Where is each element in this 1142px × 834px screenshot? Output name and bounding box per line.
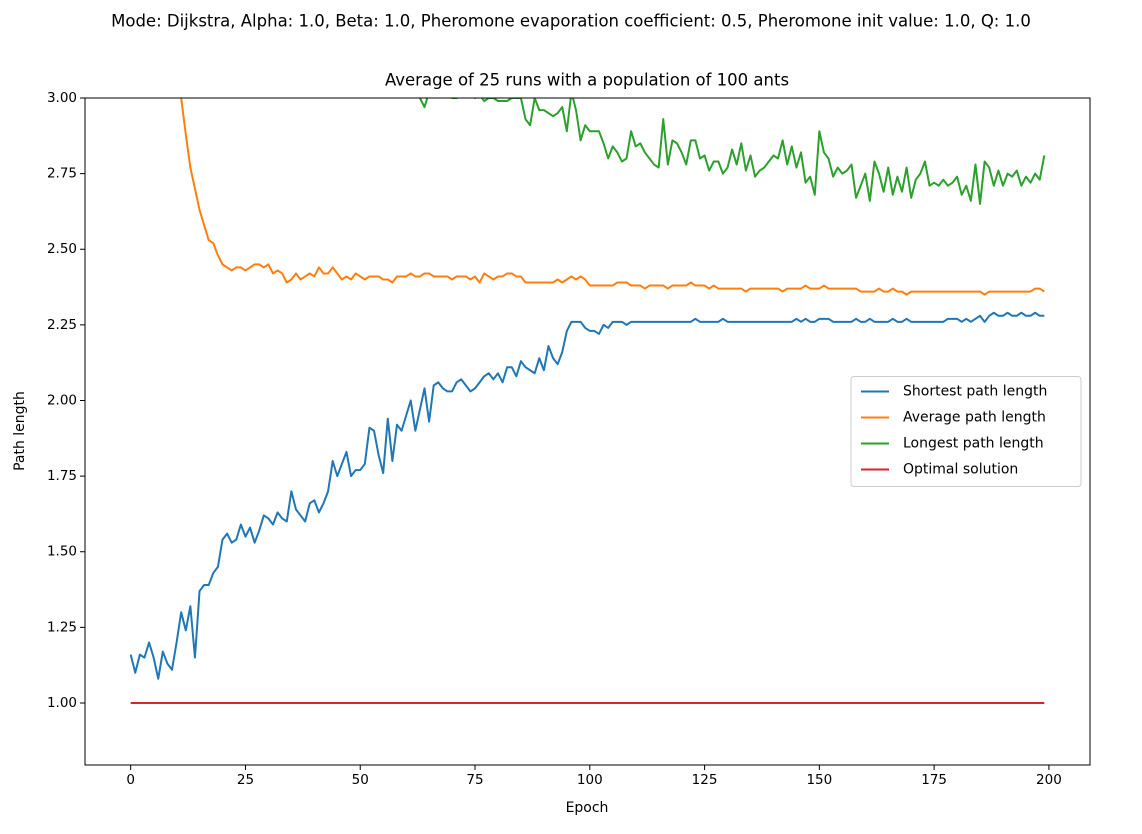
legend-label: Optimal solution <box>903 462 1018 478</box>
x-tick-label: 100 <box>577 772 603 788</box>
x-tick-label: 25 <box>237 772 254 788</box>
series-line <box>418 98 1046 205</box>
y-tick-label: 2.50 <box>47 241 77 257</box>
series-line <box>180 98 1045 296</box>
x-axis-label: Epoch <box>566 800 609 816</box>
y-tick-label: 1.00 <box>47 695 77 711</box>
x-tick-label: 175 <box>921 772 947 788</box>
y-tick-label: 1.25 <box>47 619 77 635</box>
chart-title: Average of 25 runs with a population of … <box>385 71 789 90</box>
y-tick-label: 2.00 <box>47 392 77 408</box>
x-tick-label: 150 <box>806 772 832 788</box>
x-tick-label: 200 <box>1036 772 1062 788</box>
y-tick-label: 3.00 <box>47 90 77 106</box>
legend-label: Longest path length <box>903 436 1044 452</box>
x-tick-label: 50 <box>352 772 369 788</box>
y-tick-label: 1.50 <box>47 544 77 560</box>
x-tick-label: 0 <box>126 772 135 788</box>
legend-label: Shortest path length <box>903 384 1047 400</box>
x-tick-label: 125 <box>692 772 718 788</box>
plot-area <box>129 98 1046 704</box>
legend-box <box>850 376 1082 487</box>
x-tick-label: 75 <box>466 772 483 788</box>
y-axis-label: Path length <box>12 391 28 471</box>
series-line <box>129 311 1045 680</box>
suptitle: Mode: Dijkstra, Alpha: 1.0, Beta: 1.0, P… <box>111 12 1031 31</box>
y-tick-label: 2.25 <box>47 317 77 333</box>
axes-frame <box>84 97 1091 766</box>
y-tick-label: 2.75 <box>47 166 77 182</box>
y-tick-label: 1.75 <box>47 468 77 484</box>
legend-label: Average path length <box>903 410 1046 426</box>
